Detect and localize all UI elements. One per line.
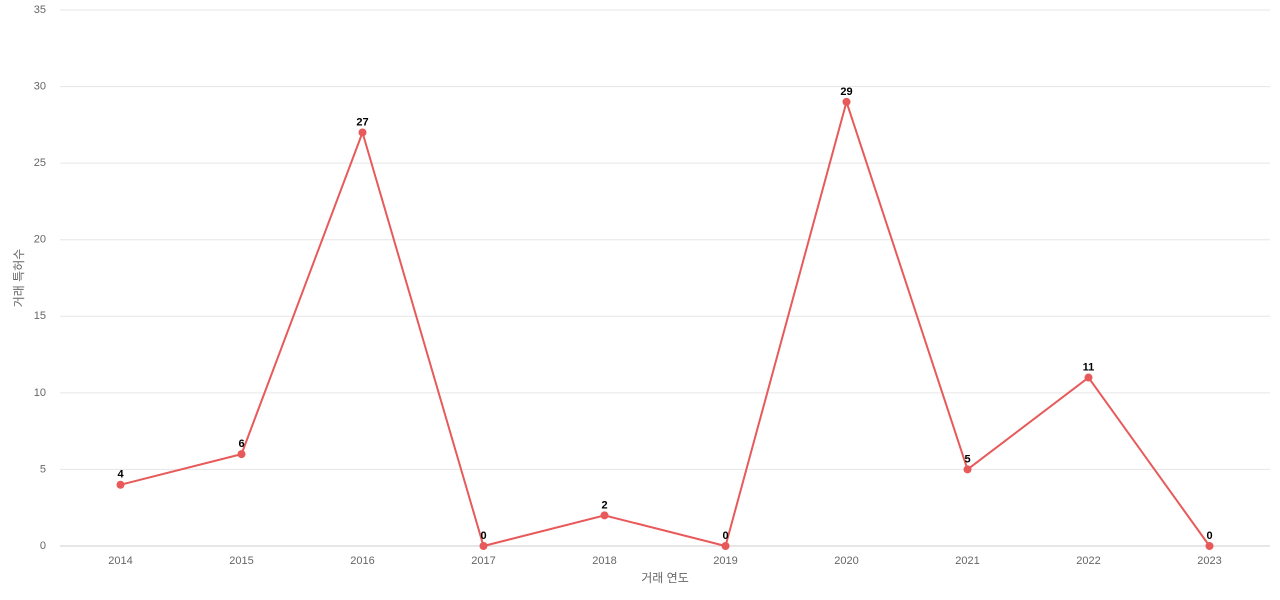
point [600,511,609,520]
x-axis-title: 거래 연도 [641,571,689,585]
y-tick-label: 25 [34,157,46,169]
y-axis-title: 거래 특허수 [12,249,26,308]
y-tick-label: 10 [34,387,46,399]
data-label: 5 [964,453,970,465]
x-tick-label: 2023 [1197,555,1221,567]
y-tick-label: 30 [34,80,46,92]
data-label: 2 [601,499,607,511]
x-tick-label: 2015 [229,555,253,567]
x-tick-label: 2018 [592,555,616,567]
point [479,542,488,550]
x-tick-label: 2017 [471,555,495,567]
x-tick-label: 2014 [108,555,132,567]
line [120,98,1211,548]
y-tick-label: 35 [34,4,46,16]
point [842,97,851,106]
data-label: 11 [1083,361,1095,373]
point [963,465,972,474]
point [721,542,730,550]
data-label: 27 [356,116,368,128]
data-label: 29 [840,86,852,98]
point [1205,542,1214,550]
x-tick-label: 2022 [1076,555,1100,567]
y-tick-label: 15 [34,310,46,322]
point [358,128,367,137]
data-label: 0 [1206,530,1212,542]
point [1084,373,1093,382]
y-tick-label: 0 [40,540,46,552]
y-tick-label: 5 [40,463,46,475]
x-tick-label: 2019 [713,555,737,567]
data-label: 0 [480,530,486,542]
data-label: 6 [238,438,244,450]
point [237,450,246,459]
x-tick-label: 2020 [834,555,858,567]
x-tick-label: 2016 [350,555,374,567]
data-label: 4 [117,469,124,481]
x-tick-label: 2021 [955,555,979,567]
data-label: 0 [722,530,728,542]
point [116,480,125,489]
y-tick-label: 20 [34,234,46,246]
